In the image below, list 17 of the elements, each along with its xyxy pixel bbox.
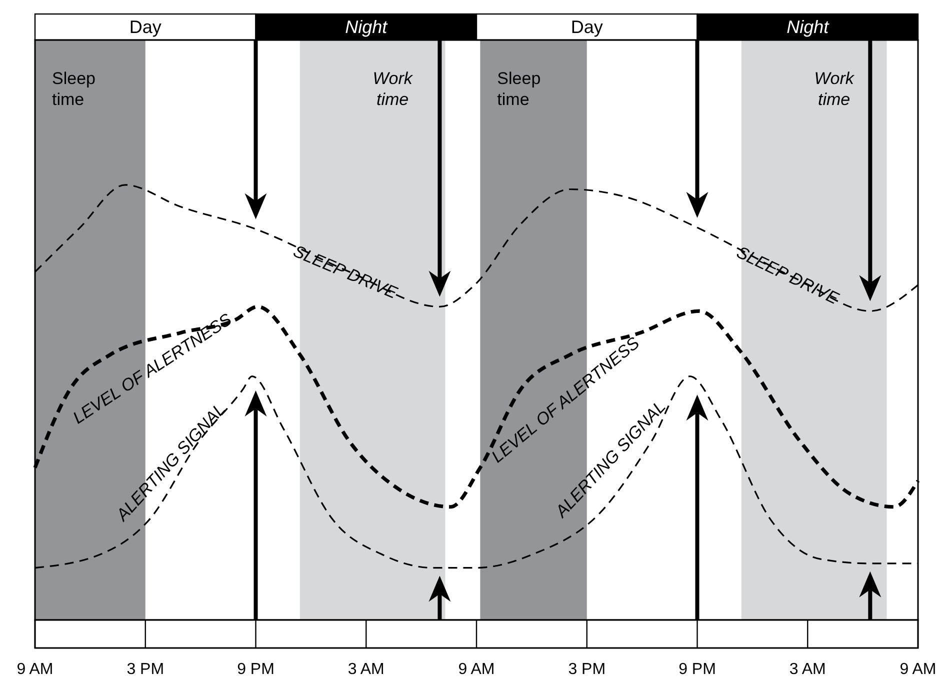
x-tick-label: 3 AM xyxy=(348,661,384,678)
text: Day xyxy=(129,17,162,37)
band-label: Sleep time xyxy=(52,69,96,109)
x-tick-label: 9 AM xyxy=(900,661,936,678)
x-tick-label: 9 AM xyxy=(16,661,54,678)
text: Day xyxy=(570,17,603,37)
band-label: Sleep time xyxy=(497,69,541,109)
text: Night xyxy=(345,17,388,37)
x-tick-label: 3 PM xyxy=(568,661,606,678)
band-label: Work time xyxy=(814,69,856,109)
x-tick-label: 9 PM xyxy=(678,661,716,678)
x-tick-label: 9 AM xyxy=(458,661,495,678)
x-tick-label: 9 PM xyxy=(237,661,274,678)
band-label: Work time xyxy=(372,69,414,109)
x-tick-label: 3 PM xyxy=(126,661,164,678)
text: Night xyxy=(786,17,830,37)
x-tick-label: 3 AM xyxy=(789,661,826,678)
